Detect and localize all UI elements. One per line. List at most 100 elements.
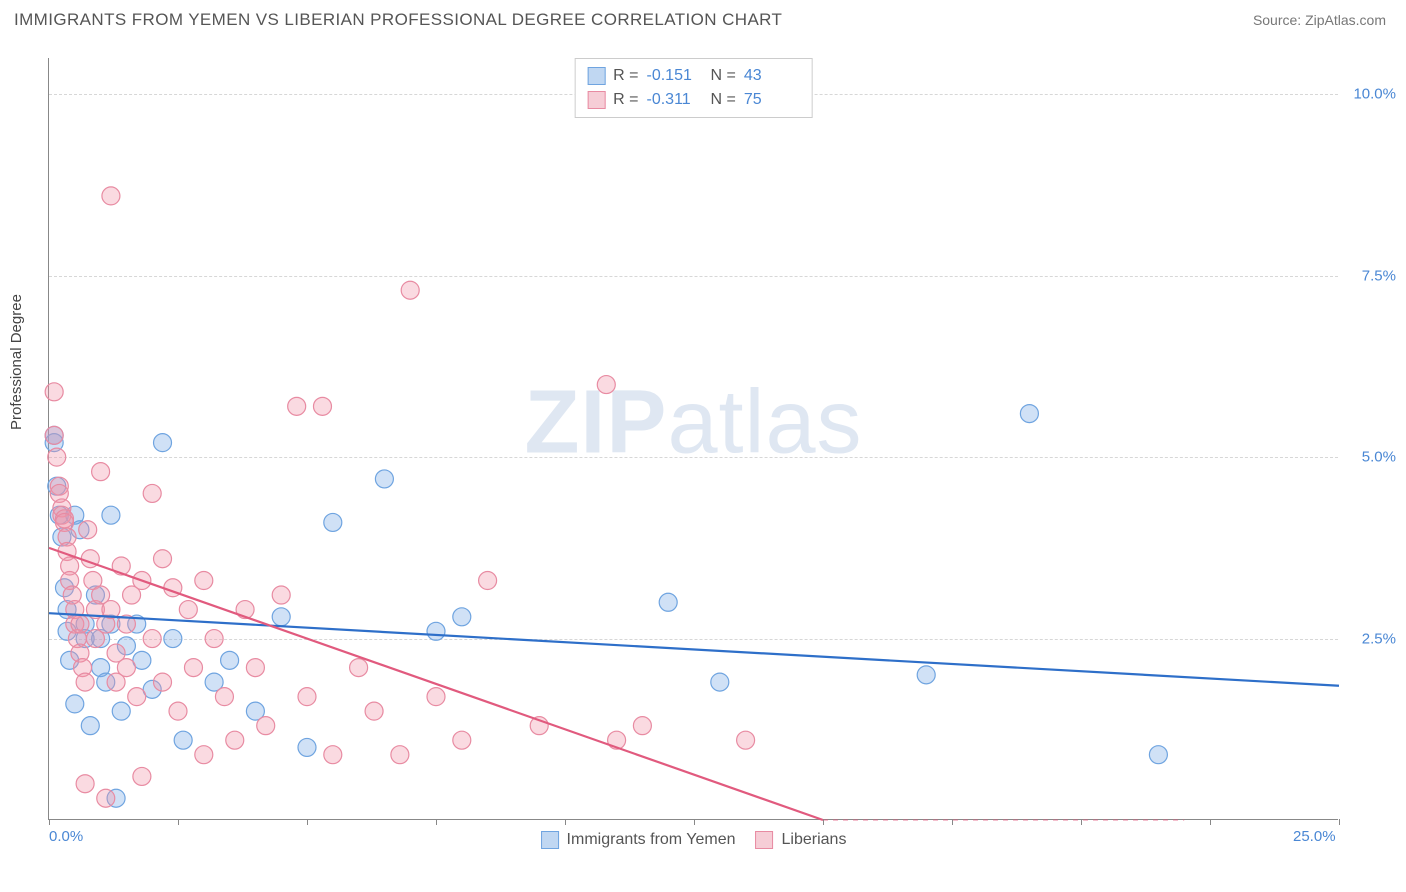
scatter-point <box>205 630 223 648</box>
stat-n-value: 75 <box>744 88 800 112</box>
scatter-point <box>154 673 172 691</box>
stat-r-value: -0.151 <box>647 64 703 88</box>
legend-label: Liberians <box>782 831 847 849</box>
scatter-point <box>76 775 94 793</box>
scatter-point <box>215 688 233 706</box>
scatter-point <box>45 426 63 444</box>
scatter-point <box>272 586 290 604</box>
scatter-point <box>365 702 383 720</box>
x-tick-mark <box>952 819 953 825</box>
scatter-point <box>711 673 729 691</box>
scatter-point <box>102 506 120 524</box>
x-tick-mark <box>1081 819 1082 825</box>
x-tick-mark <box>1339 819 1340 825</box>
scatter-point <box>195 746 213 764</box>
scatter-point <box>324 513 342 531</box>
chart-plot-area: ZIPatlas 2.5%5.0%7.5%10.0% R =-0.151N =4… <box>48 58 1338 820</box>
scatter-point <box>298 738 316 756</box>
source-attribution: Source: ZipAtlas.com <box>1253 12 1386 28</box>
stat-r-label: R = <box>613 64 638 88</box>
y-tick-label: 2.5% <box>1362 630 1396 647</box>
scatter-point <box>246 659 264 677</box>
x-tick-mark <box>1210 819 1211 825</box>
scatter-point <box>313 397 331 415</box>
scatter-point <box>79 521 97 539</box>
y-axis-label: Professional Degree <box>8 294 25 430</box>
scatter-point <box>1149 746 1167 764</box>
scatter-point <box>375 470 393 488</box>
scatter-plot-svg <box>49 58 1338 819</box>
scatter-point <box>76 673 94 691</box>
scatter-point <box>169 702 187 720</box>
scatter-point <box>257 717 275 735</box>
legend-item: Liberians <box>756 831 847 849</box>
scatter-point <box>226 731 244 749</box>
scatter-point <box>288 397 306 415</box>
series-legend: Immigrants from Yemen Liberians <box>541 831 847 849</box>
scatter-point <box>479 572 497 590</box>
x-tick-label: 0.0% <box>49 828 83 845</box>
stat-r-value: -0.311 <box>647 88 703 112</box>
scatter-point <box>92 463 110 481</box>
chart-header: IMMIGRANTS FROM YEMEN VS LIBERIAN PROFES… <box>0 0 1406 36</box>
scatter-point <box>102 187 120 205</box>
scatter-point <box>71 615 89 633</box>
scatter-point <box>48 448 66 466</box>
scatter-point <box>272 608 290 626</box>
scatter-point <box>350 659 368 677</box>
scatter-point <box>81 717 99 735</box>
scatter-point <box>143 630 161 648</box>
scatter-point <box>298 688 316 706</box>
scatter-point <box>45 383 63 401</box>
scatter-point <box>221 651 239 669</box>
y-tick-label: 10.0% <box>1353 86 1396 103</box>
scatter-point <box>179 601 197 619</box>
regression-line <box>49 613 1339 686</box>
stat-r-label: R = <box>613 88 638 112</box>
scatter-point <box>453 608 471 626</box>
scatter-point <box>597 376 615 394</box>
scatter-point <box>174 731 192 749</box>
x-tick-label: 25.0% <box>1293 828 1336 845</box>
x-tick-mark <box>49 819 50 825</box>
scatter-point <box>401 281 419 299</box>
scatter-point <box>112 702 130 720</box>
legend-swatch <box>587 91 605 109</box>
stats-legend-row: R = -0.151 N = 43 <box>587 64 800 88</box>
legend-item: Immigrants from Yemen <box>541 831 736 849</box>
scatter-point <box>154 434 172 452</box>
scatter-point <box>391 746 409 764</box>
x-tick-mark <box>823 819 824 825</box>
x-tick-mark <box>436 819 437 825</box>
legend-swatch <box>756 831 774 849</box>
scatter-point <box>117 659 135 677</box>
scatter-point <box>195 572 213 590</box>
scatter-point <box>453 731 471 749</box>
scatter-point <box>1020 405 1038 423</box>
scatter-point <box>154 550 172 568</box>
y-tick-label: 5.0% <box>1362 449 1396 466</box>
x-tick-mark <box>694 819 695 825</box>
scatter-point <box>659 593 677 611</box>
stats-legend-box: R = -0.151 N = 43R = -0.311 N = 75 <box>574 58 813 118</box>
legend-label: Immigrants from Yemen <box>567 831 736 849</box>
scatter-point <box>133 767 151 785</box>
stat-n-label: N = <box>711 64 736 88</box>
chart-title: IMMIGRANTS FROM YEMEN VS LIBERIAN PROFES… <box>14 10 782 30</box>
scatter-point <box>164 630 182 648</box>
stats-legend-row: R =-0.311N =75 <box>587 88 800 112</box>
x-tick-mark <box>307 819 308 825</box>
scatter-point <box>97 789 115 807</box>
scatter-point <box>737 731 755 749</box>
x-tick-mark <box>565 819 566 825</box>
scatter-point <box>66 695 84 713</box>
scatter-point <box>427 688 445 706</box>
x-tick-mark <box>178 819 179 825</box>
scatter-point <box>324 746 342 764</box>
scatter-point <box>184 659 202 677</box>
stat-n-value: 43 <box>744 64 800 88</box>
legend-swatch <box>587 67 605 85</box>
scatter-point <box>143 484 161 502</box>
scatter-point <box>633 717 651 735</box>
scatter-point <box>128 688 146 706</box>
